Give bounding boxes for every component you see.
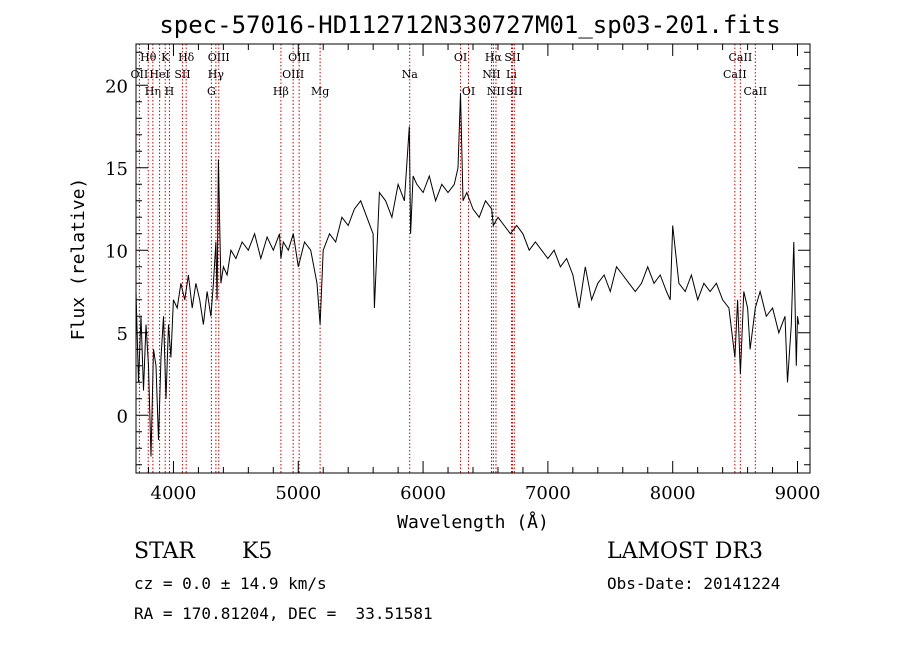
x-tick-label: 4000 — [151, 483, 197, 504]
line-marker-label: Hδ — [178, 51, 195, 64]
object-subclass: K5 — [242, 539, 273, 564]
line-marker-label: Hη — [145, 85, 161, 98]
line-marker-label: H — [165, 85, 175, 98]
line-marker-label: Hα — [485, 51, 503, 64]
y-tick-label: 5 — [117, 324, 128, 345]
line-marker-label: NII — [487, 85, 505, 98]
line-marker-label: OIII — [208, 51, 230, 64]
y-axis-ticks: 0 5 10 15 20 — [105, 51, 810, 466]
x-tick-label: 7000 — [525, 483, 571, 504]
plot-frame — [135, 43, 811, 474]
y-tick-label: 0 — [117, 406, 128, 427]
x-tick-label: 9000 — [775, 483, 821, 504]
observation-date: Obs-Date: 20141224 — [607, 574, 781, 593]
line-marker-label: SII — [174, 68, 190, 81]
line-marker-label: OIII — [288, 51, 310, 64]
survey-name: LAMOST DR3 — [607, 539, 763, 564]
line-marker-label: Hθ — [140, 51, 157, 64]
y-tick-label: 15 — [105, 159, 128, 180]
x-axis-label: Wavelength (Å) — [397, 511, 549, 533]
line-marker-label: NII — [482, 68, 500, 81]
line-marker-label: SII — [506, 85, 522, 98]
y-axis-label: Flux (relative) — [68, 178, 89, 341]
line-marker-label: G — [207, 85, 216, 98]
y-tick-label: 10 — [105, 241, 128, 262]
x-tick-label: 5000 — [275, 483, 321, 504]
chart-title: spec-57016-HD112712N330727M01_sp03-201.f… — [159, 11, 780, 39]
flux-series-line — [135, 93, 800, 457]
line-marker-label: SII — [504, 51, 520, 64]
x-tick-label: 8000 — [650, 483, 696, 504]
line-marker-label: OI — [462, 85, 475, 98]
line-marker-label: Li — [506, 68, 517, 81]
line-marker-label: Mg — [311, 85, 329, 98]
line-marker-label: Hβ — [273, 85, 289, 98]
line-marker-label: CaII — [723, 68, 747, 81]
line-marker-label: Hγ — [208, 68, 225, 81]
object-class: STAR — [134, 539, 195, 564]
line-marker-label: K — [161, 51, 170, 64]
redshift-readout: cz = 0.0 ± 14.9 km/s — [134, 574, 327, 593]
y-tick-label: 20 — [105, 76, 128, 97]
line-marker-label: OI — [454, 51, 467, 64]
coordinates-readout: RA = 170.81204, DEC = 33.51581 — [134, 604, 433, 623]
line-marker-label: HeI — [149, 68, 169, 81]
line-marker-label: CaII — [729, 51, 753, 64]
line-markers: Hθ OII Hη HeI K H SII Hδ G OIII Hγ Hβ OIII OIII Mg Na OI… — [131, 44, 767, 473]
line-marker-label: OII — [131, 68, 149, 81]
x-axis-ticks: 4000 5000 6000 7000 8000 9000 — [147, 44, 821, 504]
line-marker-label: Na — [402, 68, 419, 81]
x-tick-label: 6000 — [400, 483, 446, 504]
line-marker-label: OIII — [282, 68, 304, 81]
line-marker-label: CaII — [743, 85, 767, 98]
